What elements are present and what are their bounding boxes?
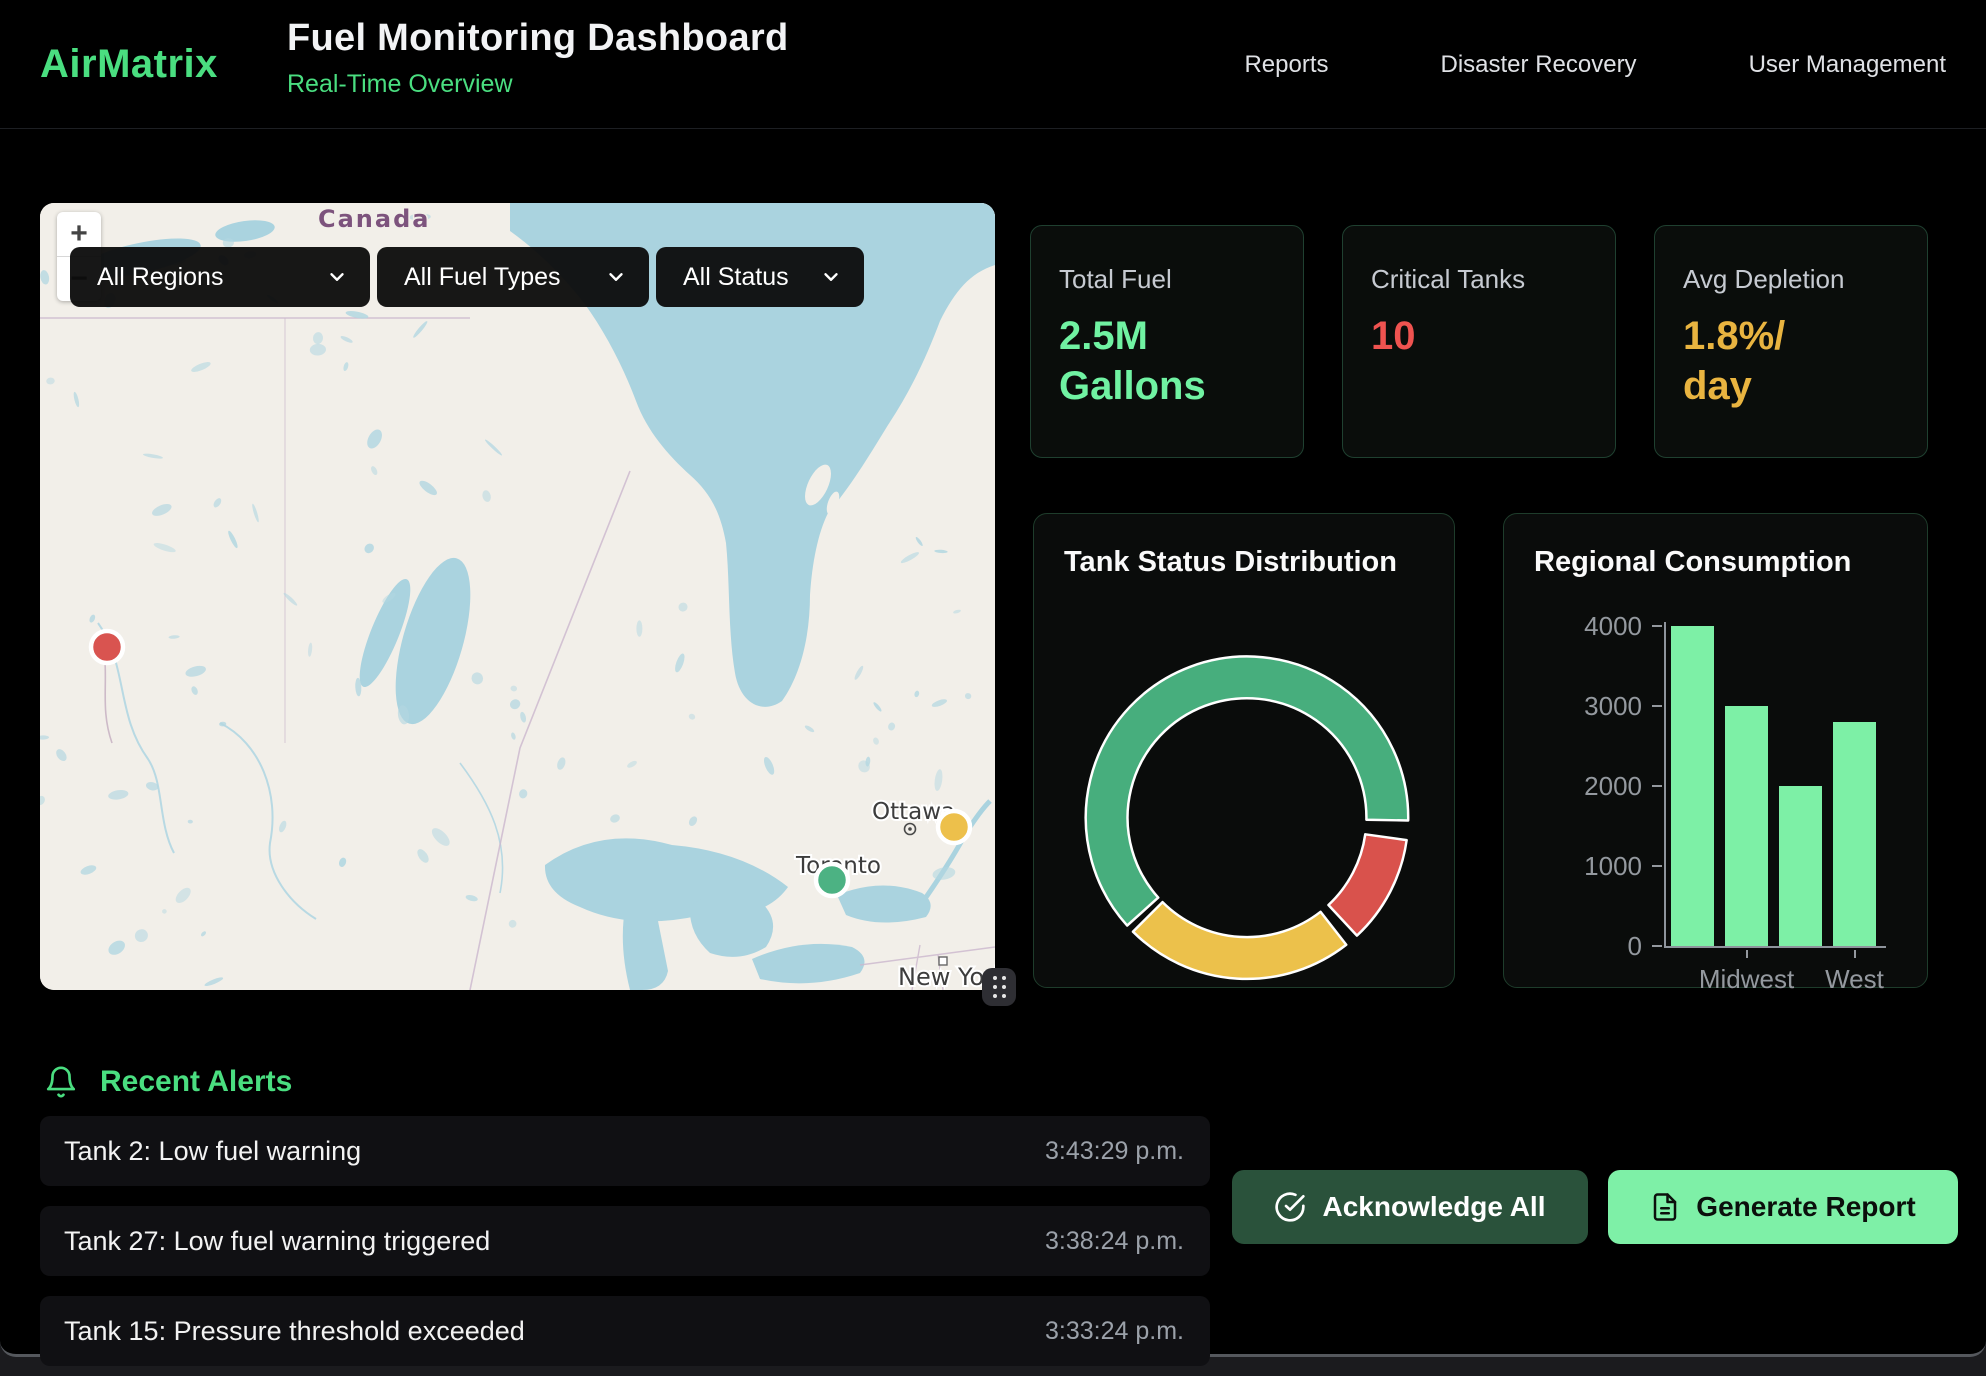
document-icon: [1650, 1192, 1680, 1222]
bar-region-2[interactable]: [1779, 786, 1822, 946]
y-axis-tick-label: 0: [1504, 931, 1642, 962]
stat-card-total-fuel: Total Fuel 2.5MGallons: [1030, 225, 1304, 458]
brand-logo[interactable]: AirMatrix: [40, 0, 218, 129]
stat-label: Avg Depletion: [1683, 264, 1901, 295]
nav-reports[interactable]: Reports: [1244, 51, 1328, 79]
alert-timestamp: 3:33:24 p.m.: [1045, 1317, 1184, 1346]
y-axis-tick-mark: [1652, 865, 1662, 867]
tank-status-donut-chart[interactable]: [1034, 514, 1454, 987]
y-axis-tick-mark: [1652, 625, 1662, 627]
x-axis-tick-label: West: [1785, 964, 1925, 995]
nav-user-management[interactable]: User Management: [1749, 51, 1946, 79]
bar-region-3[interactable]: [1833, 722, 1876, 946]
stat-card-avg-depletion: Avg Depletion 1.8%/day: [1654, 225, 1928, 458]
map-label-new-york: New York: [898, 963, 995, 990]
alert-message: Tank 2: Low fuel warning: [64, 1136, 361, 1167]
regional-consumption-bar-chart[interactable]: 01000200030004000MidwestWest: [1504, 514, 1927, 987]
alert-message: Tank 15: Pressure threshold exceeded: [64, 1316, 525, 1347]
y-axis-line: [1664, 622, 1666, 948]
page-subtitle: Real-Time Overview: [287, 70, 788, 99]
regional-consumption-panel: Regional Consumption 01000200030004000Mi…: [1503, 513, 1928, 988]
donut-segment-critical[interactable]: [1328, 834, 1406, 935]
stat-value: 2.5MGallons: [1059, 311, 1277, 411]
alert-timestamp: 3:43:29 p.m.: [1045, 1137, 1184, 1166]
stat-card-critical-tanks: Critical Tanks 10: [1342, 225, 1616, 458]
marker-normal-tank[interactable]: [816, 864, 848, 896]
y-axis-tick-mark: [1652, 705, 1662, 707]
tank-status-panel: Tank Status Distribution: [1033, 513, 1455, 988]
status-filter-value: All Status: [683, 263, 789, 292]
marker-critical-tank[interactable]: [91, 631, 123, 663]
map-filter-row: All Regions All Fuel Types All Status: [70, 247, 864, 307]
stat-value: 10: [1371, 311, 1589, 361]
fuel-type-filter-value: All Fuel Types: [404, 263, 561, 292]
map-label-canada: Canada: [318, 205, 430, 233]
region-filter-select[interactable]: All Regions: [70, 247, 370, 307]
generate-report-button[interactable]: Generate Report: [1608, 1170, 1958, 1244]
title-block: Fuel Monitoring Dashboard Real-Time Over…: [287, 17, 788, 99]
bar-region-1[interactable]: [1725, 706, 1768, 946]
alert-row[interactable]: Tank 2: Low fuel warning 3:43:29 p.m.: [40, 1116, 1210, 1186]
fuel-type-filter-select[interactable]: All Fuel Types: [377, 247, 649, 307]
status-filter-select[interactable]: All Status: [656, 247, 864, 307]
nav-disaster-recovery[interactable]: Disaster Recovery: [1441, 51, 1637, 79]
alert-timestamp: 3:38:24 p.m.: [1045, 1227, 1184, 1256]
main-nav: Reports Disaster Recovery User Managemen…: [1244, 0, 1946, 129]
y-axis-tick-mark: [1652, 945, 1662, 947]
x-axis-line: [1664, 946, 1886, 948]
y-axis-tick-label: 1000: [1504, 851, 1642, 882]
y-axis-tick-label: 3000: [1504, 691, 1642, 722]
acknowledge-all-label: Acknowledge All: [1322, 1191, 1545, 1223]
page-title: Fuel Monitoring Dashboard: [287, 17, 788, 60]
stat-value: 1.8%/day: [1683, 311, 1901, 411]
x-axis-tick-mark: [1854, 950, 1856, 958]
stat-label: Total Fuel: [1059, 264, 1277, 295]
alert-message: Tank 27: Low fuel warning triggered: [64, 1226, 490, 1257]
acknowledge-all-button[interactable]: Acknowledge All: [1232, 1170, 1588, 1244]
y-axis-tick-label: 2000: [1504, 771, 1642, 802]
map-panel[interactable]: Canada Ottawa Toronto New York + − All R…: [40, 203, 995, 990]
chevron-down-icon: [326, 266, 348, 288]
region-filter-value: All Regions: [97, 263, 223, 292]
y-axis-tick-label: 4000: [1504, 611, 1642, 642]
recent-alerts-title: Recent Alerts: [100, 1065, 292, 1099]
recent-alerts-header: Recent Alerts: [44, 1060, 292, 1104]
header: AirMatrix Fuel Monitoring Dashboard Real…: [0, 0, 1986, 129]
map-canvas[interactable]: Canada Ottawa Toronto New York: [40, 203, 995, 990]
generate-report-label: Generate Report: [1696, 1191, 1915, 1223]
bell-icon: [44, 1065, 78, 1099]
stat-label: Critical Tanks: [1371, 264, 1589, 295]
y-axis-tick-mark: [1652, 785, 1662, 787]
donut-segment-warning[interactable]: [1133, 902, 1346, 979]
alert-row[interactable]: Tank 15: Pressure threshold exceeded 3:33…: [40, 1296, 1210, 1366]
app-root: AirMatrix Fuel Monitoring Dashboard Real…: [0, 0, 1986, 1376]
map-town-dot-ottawa-center: [908, 827, 912, 831]
check-circle-icon: [1274, 1191, 1306, 1223]
x-axis-tick-mark: [1746, 950, 1748, 958]
chevron-down-icon: [605, 266, 627, 288]
chevron-down-icon: [820, 266, 842, 288]
bar-region-0[interactable]: [1671, 626, 1714, 946]
map-resize-grip-icon[interactable]: [982, 968, 1016, 1006]
alert-row[interactable]: Tank 27: Low fuel warning triggered 3:38:…: [40, 1206, 1210, 1276]
marker-warning-tank[interactable]: [938, 811, 970, 843]
